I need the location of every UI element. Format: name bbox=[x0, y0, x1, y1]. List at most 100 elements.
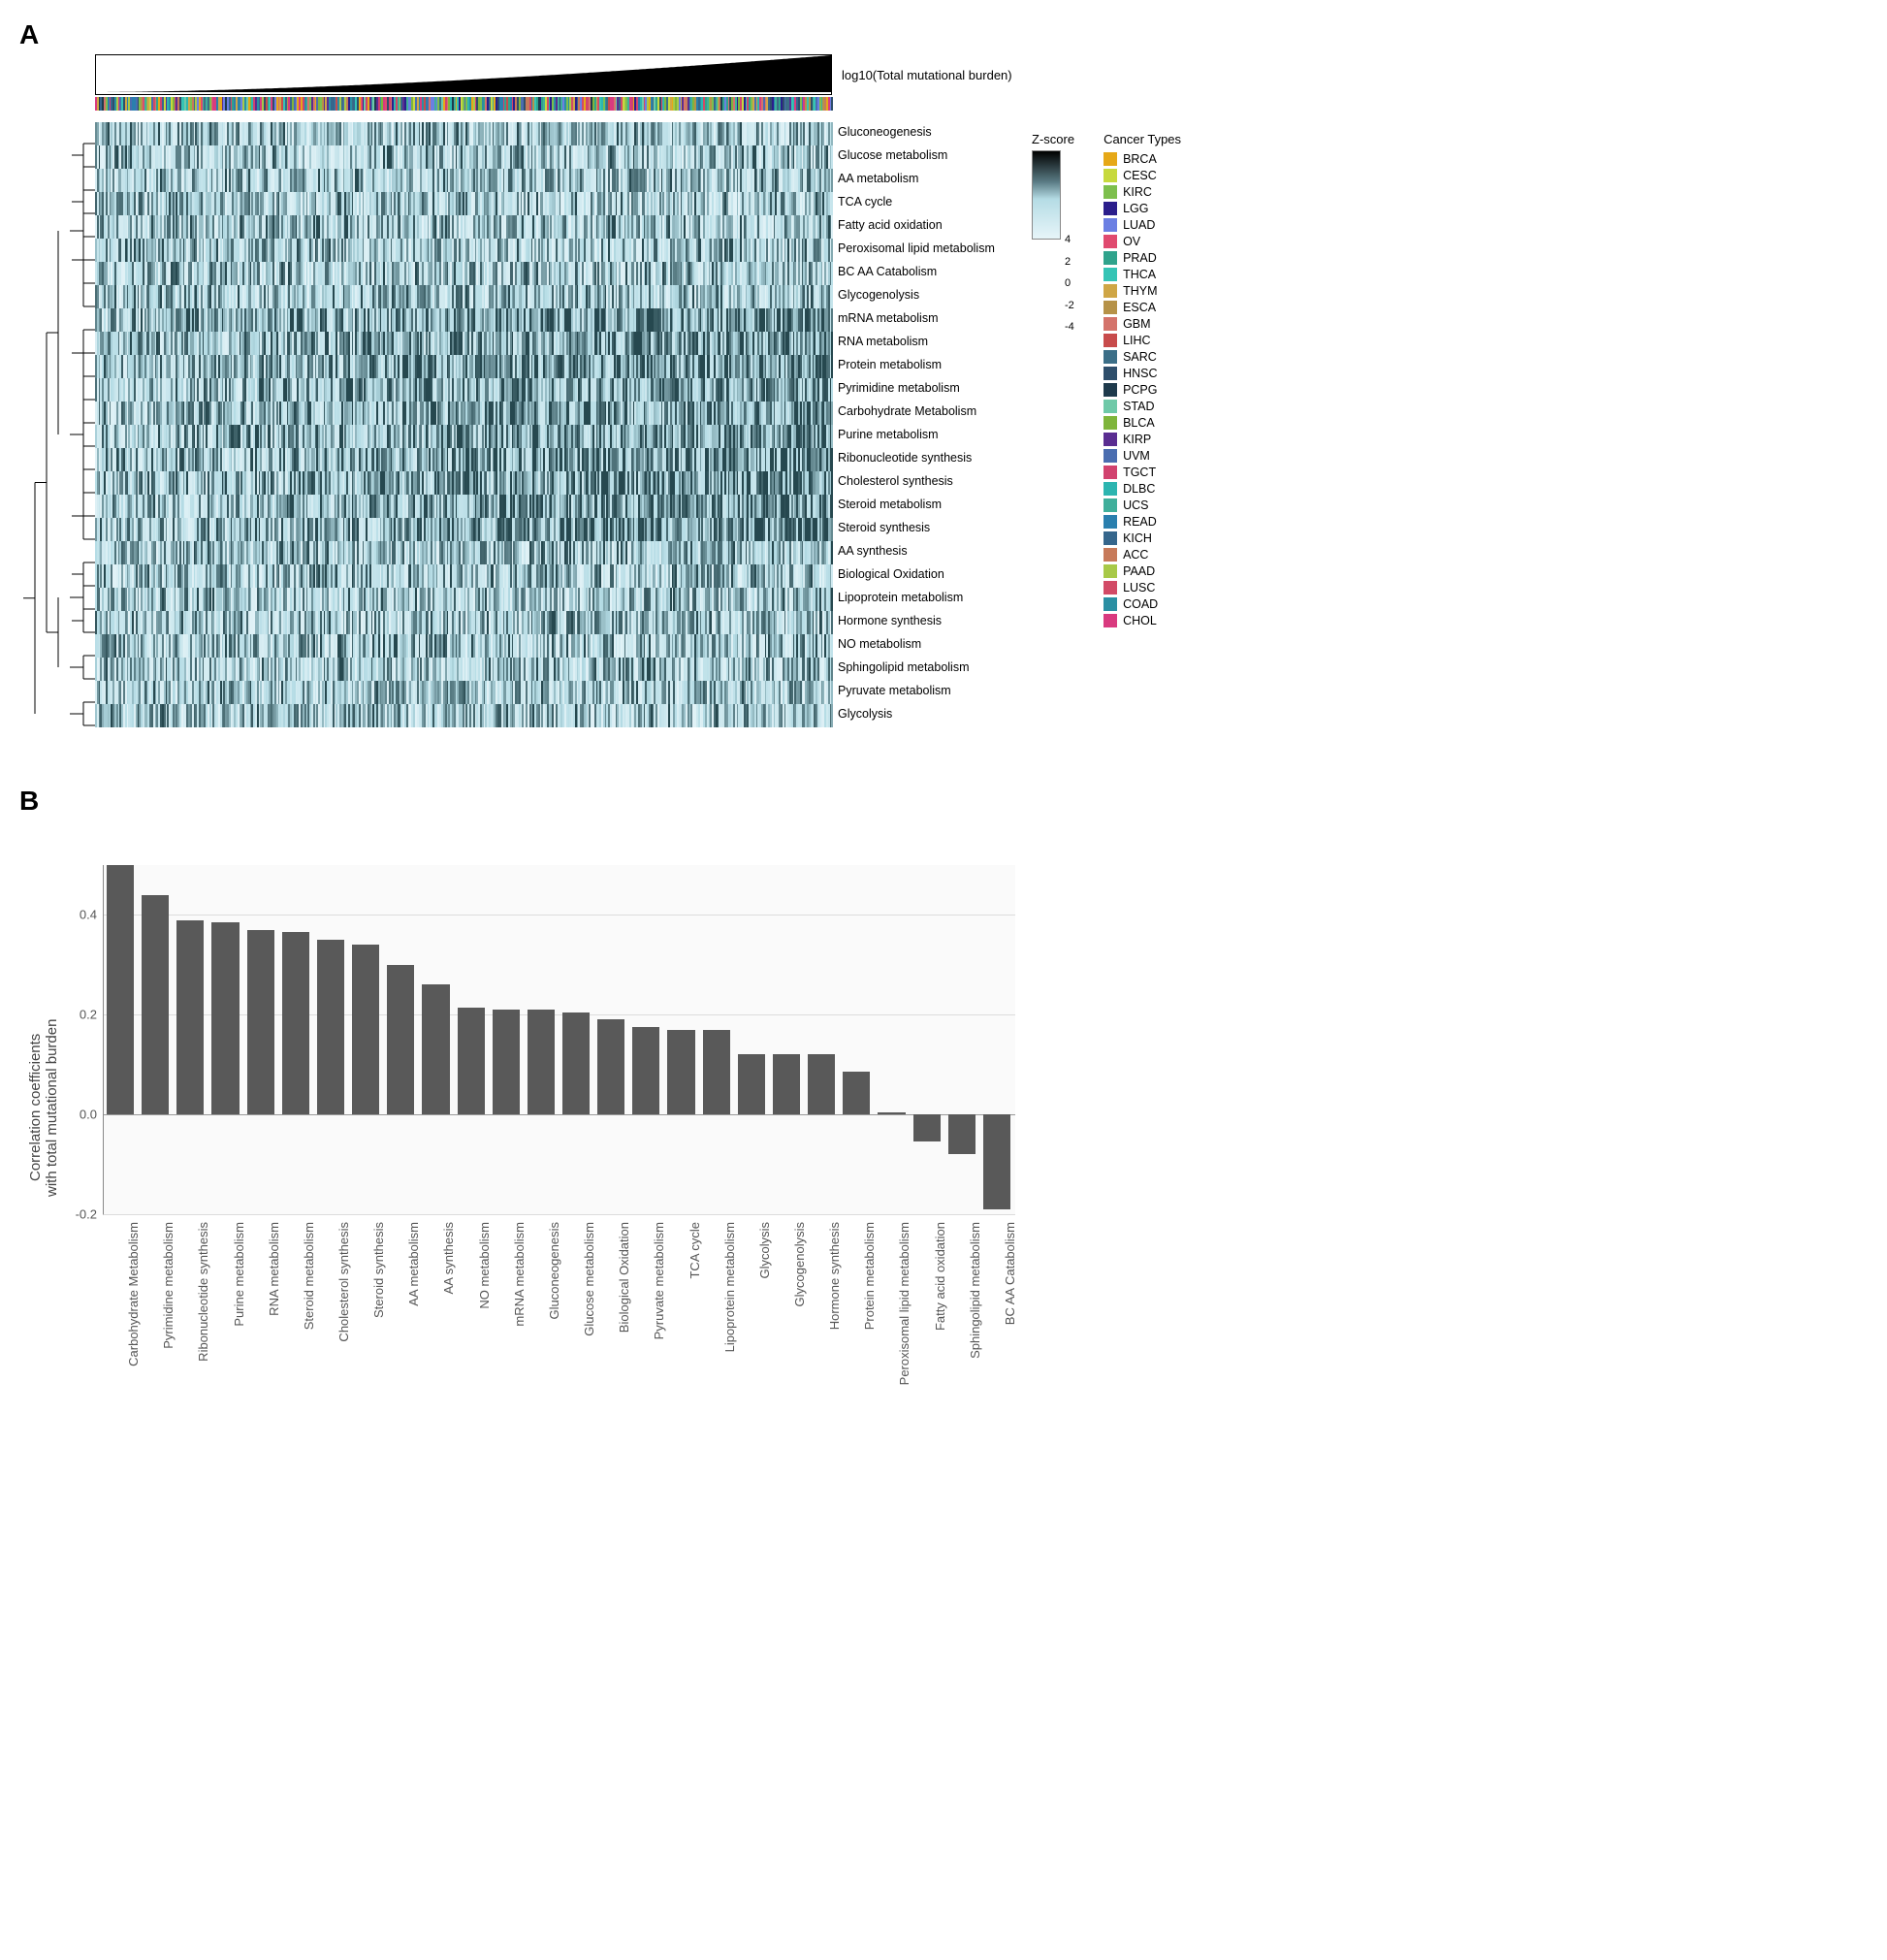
heatmap-row bbox=[95, 285, 832, 308]
bar bbox=[632, 1027, 659, 1114]
heatmap-row-label: Glycogenolysis bbox=[838, 283, 1012, 306]
bar bbox=[387, 965, 414, 1114]
heatmap-row bbox=[95, 564, 832, 588]
bar bbox=[493, 1010, 520, 1114]
cancer-type-swatch bbox=[1103, 317, 1117, 331]
heatmap-row bbox=[95, 658, 832, 681]
cancer-type-item: HNSC bbox=[1103, 365, 1181, 381]
heatmap-row bbox=[95, 332, 832, 355]
cancer-type-code: UVM bbox=[1123, 449, 1150, 463]
bar bbox=[247, 930, 274, 1114]
cancer-type-swatch bbox=[1103, 400, 1117, 413]
heatmap-row bbox=[95, 495, 832, 518]
cancer-type-swatch bbox=[1103, 301, 1117, 314]
heatmap-row bbox=[95, 239, 832, 262]
cancer-type-code: ACC bbox=[1123, 548, 1148, 562]
cancer-type-code: LGG bbox=[1123, 202, 1148, 215]
bar bbox=[843, 1072, 870, 1114]
x-tick-label: Cholesterol synthesis bbox=[336, 1222, 351, 1342]
heatmap-row bbox=[95, 611, 832, 634]
x-tick-label: NO metabolism bbox=[477, 1222, 492, 1309]
heatmap-row bbox=[95, 145, 832, 169]
heatmap-row-label: Protein metabolism bbox=[838, 353, 1012, 376]
heatmap-row-label: Glucose metabolism bbox=[838, 144, 1012, 167]
cancer-type-code: CHOL bbox=[1123, 614, 1157, 627]
barchart-ylabel: Correlation coefficientswith total mutat… bbox=[19, 933, 60, 1282]
heatmap-row bbox=[95, 355, 832, 378]
bar bbox=[142, 895, 169, 1114]
cancer-type-item: UVM bbox=[1103, 447, 1181, 464]
bar bbox=[562, 1012, 590, 1114]
cancer-type-item: SARC bbox=[1103, 348, 1181, 365]
heatmap-row-label: BC AA Catabolism bbox=[838, 260, 1012, 283]
cancer-type-swatch bbox=[1103, 416, 1117, 430]
heatmap-row-label: AA metabolism bbox=[838, 167, 1012, 190]
cancer-type-item: TGCT bbox=[1103, 464, 1181, 480]
heatmap-row-label: Glycolysis bbox=[838, 702, 1012, 725]
cancer-type-code: GBM bbox=[1123, 317, 1150, 331]
bar bbox=[282, 932, 309, 1114]
heatmap-row bbox=[95, 588, 832, 611]
heatmap-row bbox=[95, 378, 832, 402]
zscore-tick: -2 bbox=[1065, 300, 1074, 311]
heatmap-row-labels: GluconeogenesisGlucose metabolismAA meta… bbox=[832, 54, 1012, 725]
cancer-type-code: PAAD bbox=[1123, 564, 1155, 578]
heatmap-row-label: Gluconeogenesis bbox=[838, 120, 1012, 144]
heatmap-row bbox=[95, 262, 832, 285]
cancer-type-code: BRCA bbox=[1123, 152, 1157, 166]
heatmap-row bbox=[95, 425, 832, 448]
cancer-type-swatch bbox=[1103, 482, 1117, 496]
heatmap-row bbox=[95, 634, 832, 658]
cancer-type-code: PCPG bbox=[1123, 383, 1157, 397]
heatmap-row-label: Steroid metabolism bbox=[838, 493, 1012, 516]
heatmap-row-label: Pyrimidine metabolism bbox=[838, 376, 1012, 400]
correlation-barchart: Carbohydrate MetabolismPyrimidine metabo… bbox=[60, 855, 1030, 1360]
cancer-type-item: LUAD bbox=[1103, 216, 1181, 233]
cancer-type-code: KIRC bbox=[1123, 185, 1152, 199]
cancer-types-legend: Cancer Types BRCACESCKIRCLGGLUADOVPRADTH… bbox=[1103, 132, 1181, 628]
x-tick-label: RNA metabolism bbox=[267, 1222, 281, 1316]
heatmap-row-label: Lipoprotein metabolism bbox=[838, 586, 1012, 609]
burden-annotation-title: log10(Total mutational burden) bbox=[842, 68, 1012, 82]
zscore-tick: 2 bbox=[1065, 256, 1071, 268]
gridline bbox=[104, 1214, 1015, 1215]
cancer-type-code: LIHC bbox=[1123, 334, 1150, 347]
x-tick-label: Glycolysis bbox=[757, 1222, 772, 1279]
cancer-type-code: LUAD bbox=[1123, 218, 1155, 232]
heatmap-row bbox=[95, 122, 832, 145]
bar bbox=[352, 945, 379, 1114]
x-tick-label: Ribonucleotide synthesis bbox=[196, 1222, 210, 1362]
cancer-type-item: PAAD bbox=[1103, 562, 1181, 579]
cancer-type-swatch bbox=[1103, 152, 1117, 166]
bar bbox=[878, 1112, 905, 1115]
cancer-type-swatch bbox=[1103, 268, 1117, 281]
cancer-type-swatch bbox=[1103, 433, 1117, 446]
panel-b-label: B bbox=[19, 786, 1212, 817]
cancer-type-code: KICH bbox=[1123, 531, 1152, 545]
cancer-type-strip bbox=[95, 97, 832, 111]
cancer-type-code: COAD bbox=[1123, 597, 1158, 611]
zscore-legend: Z-score 420-2-4 bbox=[1032, 132, 1074, 628]
heatmap-row bbox=[95, 471, 832, 495]
zscore-tick: -4 bbox=[1065, 321, 1074, 333]
cancer-type-swatch bbox=[1103, 202, 1117, 215]
heatmap-row-label: Peroxisomal lipid metabolism bbox=[838, 237, 1012, 260]
heatmap-row bbox=[95, 308, 832, 332]
bar bbox=[317, 940, 344, 1114]
cancer-type-item: COAD bbox=[1103, 595, 1181, 612]
heatmap-row bbox=[95, 541, 832, 564]
cancer-type-item: BRCA bbox=[1103, 150, 1181, 167]
panel-a: log10(Total mutational burden) Gluconeog… bbox=[19, 54, 1212, 737]
heatmap-row-label: mRNA metabolism bbox=[838, 306, 1012, 330]
cancer-types-legend-title: Cancer Types bbox=[1103, 132, 1181, 146]
heatmap-row-label: Purine metabolism bbox=[838, 423, 1012, 446]
heatmap-row-label: Hormone synthesis bbox=[838, 609, 1012, 632]
heatmap-row bbox=[95, 704, 832, 727]
cancer-type-item: ACC bbox=[1103, 546, 1181, 562]
row-dendrogram bbox=[19, 54, 95, 737]
x-tick-label: AA synthesis bbox=[441, 1222, 456, 1294]
cancer-type-swatch bbox=[1103, 334, 1117, 347]
x-tick-label: AA metabolism bbox=[406, 1222, 421, 1306]
x-tick-label: Glucose metabolism bbox=[582, 1222, 596, 1336]
x-tick-label: Pyruvate metabolism bbox=[652, 1222, 666, 1339]
